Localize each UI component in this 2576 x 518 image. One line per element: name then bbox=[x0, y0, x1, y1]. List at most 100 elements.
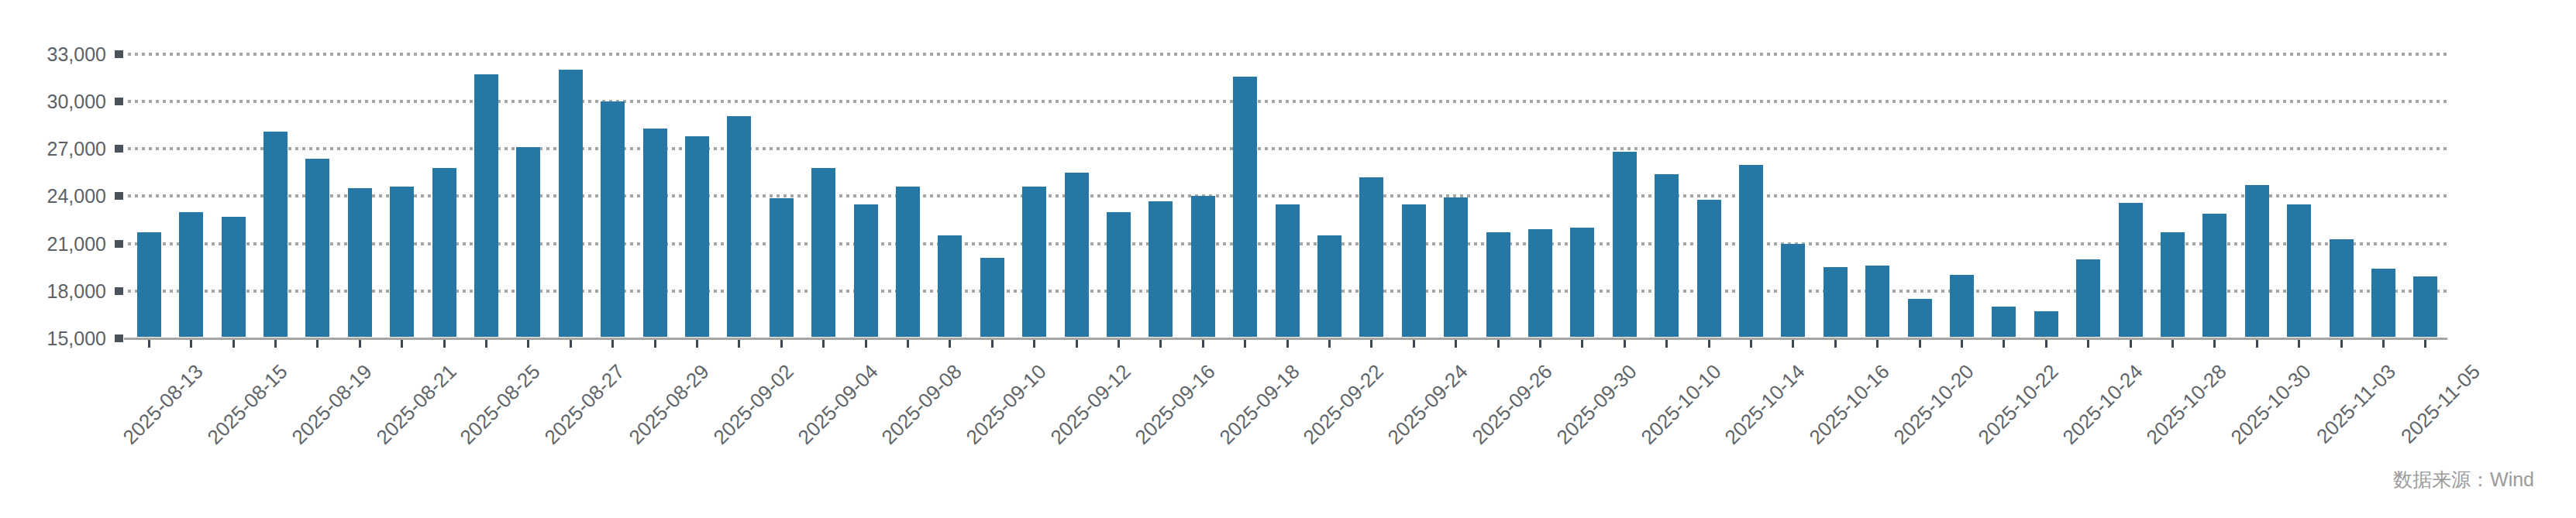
bar[interactable] bbox=[1528, 229, 1552, 337]
bar[interactable] bbox=[2161, 232, 2185, 337]
bar[interactable] bbox=[1359, 177, 1383, 337]
x-axis-tick bbox=[1033, 340, 1035, 348]
x-axis-label: 2025-08-13 bbox=[119, 361, 206, 448]
x-axis-label: 2025-09-04 bbox=[794, 361, 881, 448]
data-source-note: 数据来源：Wind bbox=[2393, 468, 2534, 491]
bar[interactable] bbox=[1402, 204, 1426, 338]
x-axis-tick bbox=[2256, 340, 2258, 348]
x-axis-label: 2025-09-16 bbox=[1131, 361, 1218, 448]
bar[interactable] bbox=[2371, 269, 2395, 337]
x-axis-tick bbox=[148, 340, 150, 348]
x-axis-tick bbox=[2340, 340, 2343, 348]
bar[interactable] bbox=[1317, 235, 1341, 337]
y-axis-tick bbox=[115, 240, 123, 248]
x-axis-label: 2025-10-24 bbox=[2059, 361, 2146, 448]
bar[interactable] bbox=[1022, 187, 1046, 337]
bar[interactable] bbox=[559, 70, 583, 337]
bar[interactable] bbox=[770, 198, 794, 338]
y-axis-label: 21,000 bbox=[0, 234, 106, 253]
bar[interactable] bbox=[1486, 232, 1510, 337]
x-axis-tick bbox=[1961, 340, 1963, 348]
x-axis-tick bbox=[1876, 340, 1879, 348]
bar[interactable] bbox=[811, 168, 835, 338]
x-axis-tick bbox=[822, 340, 825, 348]
bar[interactable] bbox=[2076, 259, 2100, 337]
bar[interactable] bbox=[1233, 77, 1257, 338]
y-axis-tick bbox=[115, 287, 123, 295]
y-axis-tick bbox=[115, 334, 123, 342]
x-axis-label: 2025-09-12 bbox=[1047, 361, 1134, 448]
bar[interactable] bbox=[938, 235, 962, 337]
x-axis-tick bbox=[485, 340, 487, 348]
bar[interactable] bbox=[1908, 299, 1932, 337]
bar[interactable] bbox=[305, 159, 329, 338]
bar[interactable] bbox=[854, 204, 878, 338]
x-axis-tick bbox=[401, 340, 403, 348]
bar[interactable] bbox=[137, 232, 161, 337]
x-axis-tick bbox=[443, 340, 446, 348]
bar[interactable] bbox=[1992, 307, 2016, 337]
y-axis-tick bbox=[115, 145, 123, 153]
bar[interactable] bbox=[263, 132, 288, 338]
bar[interactable] bbox=[1107, 212, 1131, 338]
bar[interactable] bbox=[643, 129, 667, 338]
bar[interactable] bbox=[1276, 204, 1300, 338]
bar[interactable] bbox=[2034, 311, 2058, 337]
bar[interactable] bbox=[2119, 203, 2143, 338]
x-axis-label: 2025-08-29 bbox=[625, 361, 712, 448]
bar[interactable] bbox=[1697, 200, 1721, 338]
bar[interactable] bbox=[1865, 266, 1889, 337]
x-axis-tick bbox=[274, 340, 277, 348]
x-axis-tick bbox=[2298, 340, 2300, 348]
x-axis-label: 2025-09-02 bbox=[710, 361, 797, 448]
bar[interactable] bbox=[2330, 239, 2354, 338]
x-axis-tick bbox=[1708, 340, 1710, 348]
x-axis-tick bbox=[1159, 340, 1162, 348]
x-axis-tick bbox=[907, 340, 909, 348]
bar[interactable] bbox=[896, 187, 920, 337]
x-axis-label: 2025-08-15 bbox=[204, 361, 291, 448]
bar[interactable] bbox=[1065, 173, 1089, 338]
bar[interactable] bbox=[222, 217, 246, 338]
bar[interactable] bbox=[2245, 185, 2269, 337]
bar[interactable] bbox=[1613, 152, 1637, 337]
bar[interactable] bbox=[2287, 204, 2311, 338]
x-axis-tick bbox=[1792, 340, 1794, 348]
bar[interactable] bbox=[474, 74, 498, 337]
bar-chart-canvas[interactable]: 15,00018,00021,00024,00027,00030,00033,0… bbox=[0, 0, 2576, 518]
x-axis-tick bbox=[316, 340, 319, 348]
x-axis-label: 2025-10-20 bbox=[1890, 361, 1977, 448]
bar[interactable] bbox=[727, 116, 751, 338]
x-axis-tick bbox=[2213, 340, 2216, 348]
x-axis-tick bbox=[1286, 340, 1289, 348]
x-axis-tick bbox=[2087, 340, 2089, 348]
bar[interactable] bbox=[1824, 267, 1848, 337]
bar[interactable] bbox=[1149, 201, 1173, 338]
x-axis-label: 2025-09-10 bbox=[963, 361, 1049, 448]
x-axis-label: 2025-10-10 bbox=[1638, 361, 1724, 448]
bar[interactable] bbox=[348, 188, 372, 337]
bar[interactable] bbox=[516, 147, 540, 337]
x-axis-tick bbox=[527, 340, 529, 348]
x-axis-label: 2025-11-03 bbox=[2313, 361, 2399, 447]
x-axis-label: 2025-08-27 bbox=[541, 361, 628, 448]
bar[interactable] bbox=[432, 168, 456, 338]
bar[interactable] bbox=[1191, 196, 1215, 337]
x-axis-label: 2025-10-14 bbox=[1721, 361, 1808, 448]
bar[interactable] bbox=[2413, 276, 2437, 337]
bar[interactable] bbox=[179, 212, 203, 338]
bar[interactable] bbox=[390, 187, 414, 337]
x-axis-tick bbox=[1834, 340, 1837, 348]
bar[interactable] bbox=[1950, 275, 1974, 337]
bar[interactable] bbox=[685, 136, 709, 337]
bar[interactable] bbox=[601, 101, 625, 337]
bar[interactable] bbox=[1570, 228, 1594, 337]
x-axis-tick bbox=[1539, 340, 1541, 348]
bar[interactable] bbox=[1739, 165, 1763, 338]
bar[interactable] bbox=[1655, 174, 1679, 338]
bar[interactable] bbox=[1444, 197, 1468, 338]
x-axis-tick bbox=[1118, 340, 1120, 348]
bar[interactable] bbox=[1781, 244, 1805, 338]
bar[interactable] bbox=[2202, 214, 2226, 338]
bar[interactable] bbox=[980, 258, 1004, 337]
